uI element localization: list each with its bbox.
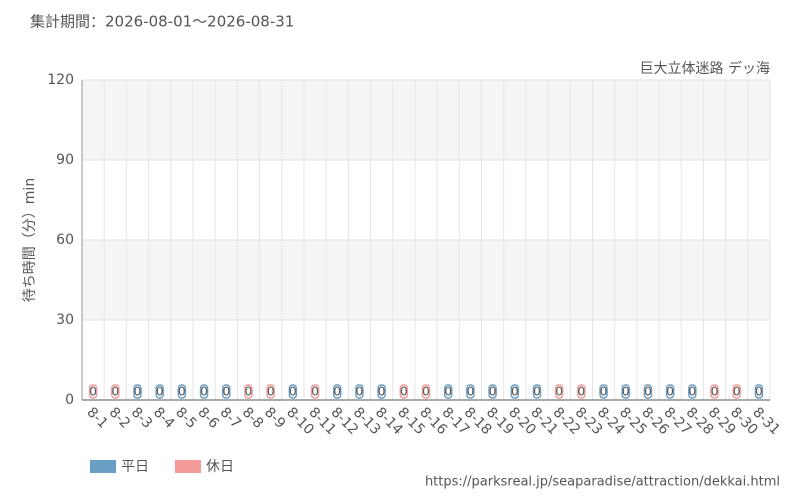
- data-label-box: [732, 384, 741, 399]
- x-tick-label: 8-8: [239, 404, 266, 431]
- data-label: 0: [156, 385, 164, 399]
- data-label: 0: [489, 385, 497, 399]
- plot-band: [82, 80, 770, 160]
- data-label: 0: [666, 385, 674, 399]
- data-label-box: [688, 384, 697, 399]
- data-label-box: [421, 384, 431, 399]
- y-tick-label: 90: [56, 152, 74, 168]
- data-label-box: [621, 384, 630, 399]
- source-url: https://parksreal.jp/seaparadise/attract…: [425, 475, 780, 490]
- plot-band: [82, 240, 770, 320]
- data-label: 0: [111, 385, 119, 399]
- x-tick-label: 8-4: [150, 404, 178, 432]
- data-label-box: [177, 384, 187, 399]
- data-label: 0: [200, 385, 208, 399]
- data-label-box: [710, 384, 719, 399]
- chart-title: 集計期間：2026-08-01～2026-08-31: [30, 13, 294, 31]
- data-label-box: [643, 384, 653, 399]
- data-label-box: [332, 384, 342, 399]
- y-axis-label: 待ち時間（分）min: [22, 178, 38, 302]
- data-label: 0: [222, 385, 230, 399]
- data-label-box: [377, 384, 386, 399]
- data-label: 0: [511, 385, 519, 399]
- data-label-box: [310, 384, 320, 399]
- data-label-box: [399, 384, 409, 399]
- x-tick-label: 8-9: [261, 404, 288, 431]
- data-label-box: [288, 384, 298, 399]
- data-label-box: [510, 384, 520, 399]
- data-label: 0: [689, 385, 697, 399]
- data-label: 0: [733, 385, 741, 399]
- data-label: 0: [245, 385, 253, 399]
- data-label-box: [155, 384, 164, 399]
- x-tick-label: 8-7: [217, 404, 244, 431]
- data-label-box: [111, 384, 120, 399]
- x-tick-label: 8-1: [83, 404, 110, 431]
- data-label-box: [355, 384, 364, 399]
- x-tick-label: 8-5: [172, 404, 199, 431]
- data-label: 0: [755, 385, 763, 399]
- data-label: 0: [600, 385, 608, 399]
- data-label: 0: [711, 385, 719, 399]
- data-label-box: [266, 384, 275, 399]
- data-label-box: [754, 384, 764, 399]
- data-label: 0: [333, 385, 341, 399]
- x-tick-label: 8-6: [194, 404, 222, 432]
- x-tick-label: 8-3: [128, 404, 155, 431]
- data-label-box: [599, 384, 608, 399]
- data-label: 0: [267, 385, 275, 399]
- legend-swatch: [175, 460, 201, 473]
- data-label-box: [199, 384, 209, 399]
- y-tick-label: 30: [56, 312, 74, 328]
- data-label: 0: [578, 385, 586, 399]
- data-label-box: [665, 384, 675, 399]
- chart-subtitle: 巨大立体迷路 デッ海: [640, 60, 770, 77]
- data-label: 0: [356, 385, 364, 399]
- data-label: 0: [378, 385, 386, 399]
- data-label-box: [88, 384, 98, 399]
- data-label-box: [577, 384, 586, 399]
- data-label-box: [488, 384, 497, 399]
- data-label: 0: [644, 385, 652, 399]
- legend-label: 平日: [121, 459, 149, 475]
- data-label-box: [554, 384, 564, 399]
- data-label: 0: [533, 385, 541, 399]
- data-label: 0: [178, 385, 186, 399]
- data-label: 0: [444, 385, 452, 399]
- y-tick-label: 60: [56, 232, 74, 248]
- data-label-box: [244, 384, 253, 399]
- data-label-box: [532, 384, 542, 399]
- y-tick-label: 120: [47, 72, 74, 88]
- legend-label: 休日: [206, 459, 234, 475]
- data-label: 0: [134, 385, 142, 399]
- data-label-box: [443, 384, 453, 399]
- data-label-box: [222, 384, 231, 399]
- data-label-box: [133, 384, 142, 399]
- y-tick-label: 0: [65, 392, 74, 408]
- legend-swatch: [90, 460, 116, 473]
- data-label: 0: [311, 385, 319, 399]
- data-label: 0: [89, 385, 97, 399]
- data-label: 0: [622, 385, 630, 399]
- x-tick-label: 8-2: [106, 404, 133, 431]
- data-label-box: [466, 384, 475, 399]
- data-label: 0: [555, 385, 563, 399]
- data-label: 0: [467, 385, 475, 399]
- data-label: 0: [289, 385, 297, 399]
- data-label: 0: [422, 385, 430, 399]
- data-label: 0: [400, 385, 408, 399]
